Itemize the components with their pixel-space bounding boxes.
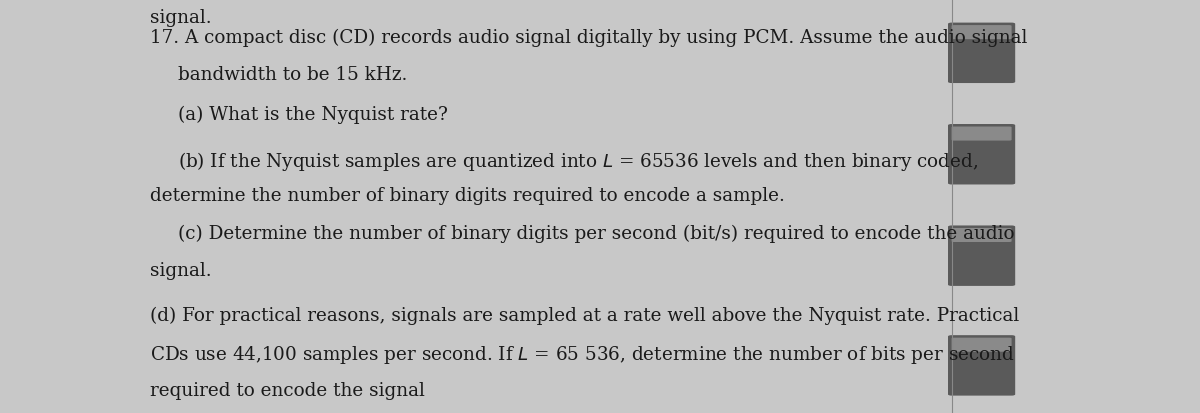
- Text: signal.: signal.: [150, 261, 211, 279]
- FancyBboxPatch shape: [948, 125, 1015, 185]
- FancyBboxPatch shape: [948, 335, 1015, 396]
- Text: (d) For practical reasons, signals are sampled at a rate well above the Nyquist : (d) For practical reasons, signals are s…: [150, 306, 1019, 325]
- FancyBboxPatch shape: [948, 226, 1015, 286]
- FancyBboxPatch shape: [948, 24, 1015, 84]
- Text: required to encode the signal: required to encode the signal: [150, 381, 425, 399]
- Text: (b) If the Nyquist samples are quantized into $L$ = 65536 levels and then binary: (b) If the Nyquist samples are quantized…: [178, 150, 978, 173]
- FancyBboxPatch shape: [952, 228, 1012, 242]
- Text: determine the number of binary digits required to encode a sample.: determine the number of binary digits re…: [150, 187, 785, 204]
- Text: CDs use 44,100 samples per second. If $L$ = 65 536, determine the number of bits: CDs use 44,100 samples per second. If $L…: [150, 344, 1015, 366]
- Text: bandwidth to be 15 kHz.: bandwidth to be 15 kHz.: [178, 66, 407, 84]
- Text: (a) What is the Nyquist rate?: (a) What is the Nyquist rate?: [178, 105, 448, 123]
- FancyBboxPatch shape: [952, 127, 1012, 141]
- Text: (c) Determine the number of binary digits per second (bit/s) required to encode : (c) Determine the number of binary digit…: [178, 224, 1014, 242]
- FancyBboxPatch shape: [952, 26, 1012, 40]
- FancyBboxPatch shape: [952, 338, 1012, 352]
- Text: signal.: signal.: [150, 9, 211, 27]
- Text: 17. A compact disc (CD) records audio signal digitally by using PCM. Assume the : 17. A compact disc (CD) records audio si…: [150, 29, 1027, 47]
